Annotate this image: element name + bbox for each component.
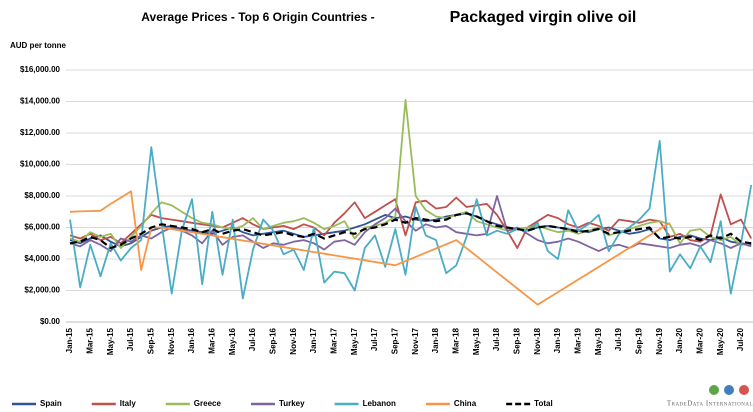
- logo-icon: [739, 385, 749, 395]
- x-tick-label: May-16: [228, 327, 237, 355]
- y-axis-label: AUD per tonne: [10, 41, 67, 50]
- y-tick-label: $2,000.00: [24, 286, 60, 295]
- chart-subtitle: Packaged virgin olive oil: [450, 9, 637, 26]
- legend-label: China: [454, 399, 477, 408]
- x-tick-label: Mar-17: [329, 327, 338, 353]
- x-tick-label: Mar-16: [207, 327, 216, 353]
- y-tick-label: $4,000.00: [24, 254, 60, 263]
- series-line: [69, 140, 753, 300]
- x-tick-label: Jan-20: [675, 327, 684, 353]
- x-tick-label: Sep-18: [512, 327, 521, 354]
- chart-title: Average Prices - Top 6 Origin Countries …: [141, 10, 374, 24]
- x-tick-label: Mar-20: [695, 327, 704, 353]
- x-tick-label: Jul-15: [126, 327, 135, 351]
- x-tick-label: Nov-18: [533, 327, 542, 354]
- logo-text: TradeData International: [667, 400, 753, 408]
- legend-label: Total: [534, 399, 553, 408]
- series-line: [69, 212, 752, 250]
- x-tick-label: Sep-19: [634, 327, 643, 354]
- y-tick-label: $8,000.00: [24, 191, 60, 200]
- legend-label: Spain: [40, 399, 62, 408]
- legend-label: Italy: [120, 399, 137, 408]
- x-tick-label: Nov-19: [655, 327, 664, 354]
- logo-icon: [709, 385, 719, 395]
- x-tick-label: Mar-18: [451, 327, 460, 353]
- y-tick-label: $12,000.00: [20, 128, 61, 137]
- x-tick-label: Jul-16: [248, 327, 257, 351]
- x-tick-label: Jul-18: [492, 327, 501, 351]
- x-tick-label: Sep-16: [268, 327, 277, 354]
- x-tick-label: Jul-20: [736, 327, 745, 351]
- series-line: [69, 190, 671, 306]
- x-tick-label: May-17: [350, 327, 359, 355]
- legend-label: Lebanon: [363, 399, 396, 408]
- x-tick-label: May-18: [472, 327, 481, 355]
- logo: TradeData International: [667, 385, 753, 408]
- legend-label: Greece: [194, 399, 222, 408]
- y-tick-label: $14,000.00: [20, 97, 61, 106]
- x-tick-label: Jul-17: [370, 327, 379, 351]
- series-line: [69, 99, 752, 249]
- y-tick-label: $16,000.00: [20, 65, 61, 74]
- y-tick-label: $10,000.00: [20, 160, 61, 169]
- x-tick-label: Sep-17: [390, 327, 399, 354]
- x-tick-label: Jan-19: [553, 327, 562, 353]
- x-tick-label: Jan-16: [187, 327, 196, 353]
- x-tick-label: Nov-15: [167, 327, 176, 354]
- x-tick-label: Jan-18: [431, 327, 440, 353]
- x-tick-label: May-19: [594, 327, 603, 355]
- y-tick-label: $0.00: [40, 317, 61, 326]
- x-tick-label: Nov-16: [289, 327, 298, 354]
- series-line: [69, 193, 752, 249]
- x-tick-label: Jan-15: [65, 327, 74, 353]
- y-tick-label: $6,000.00: [24, 223, 60, 232]
- x-tick-label: May-15: [106, 327, 115, 355]
- legend-label: Turkey: [279, 399, 305, 408]
- x-tick-label: Jan-17: [309, 327, 318, 353]
- x-tick-label: Mar-19: [573, 327, 582, 353]
- x-tick-label: Nov-17: [411, 327, 420, 354]
- x-tick-label: May-20: [716, 327, 725, 355]
- logo-icon: [724, 385, 734, 395]
- x-tick-label: Mar-15: [85, 327, 94, 353]
- x-tick-label: Sep-15: [146, 327, 155, 354]
- x-tick-label: Jul-19: [614, 327, 623, 351]
